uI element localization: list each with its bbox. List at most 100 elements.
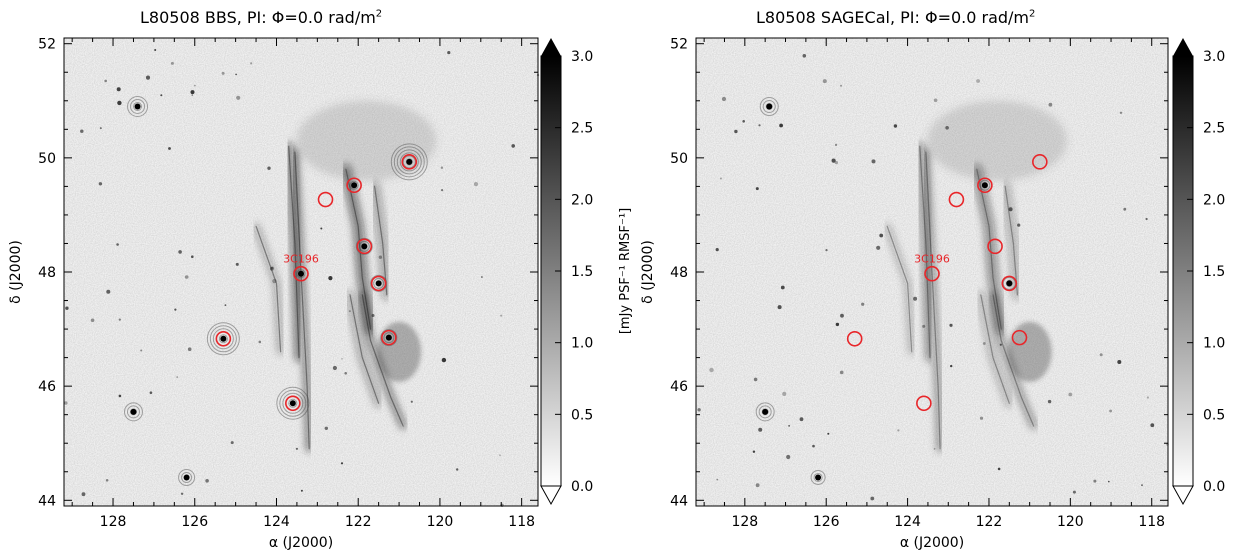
speckle-source [719,177,722,180]
y-tick-label: 44 [670,493,688,509]
source-marker-circle [401,154,418,170]
speckle-source [840,313,844,318]
emission-filament [349,294,380,404]
y-axis-label: δ (J2000) [8,240,24,304]
speckle-source [734,129,738,134]
source-ring [349,180,359,190]
x-tick-label: 126 [181,514,208,530]
speckle-source [812,444,815,448]
x-tick-label: 128 [731,514,758,530]
y-tick-label: 46 [38,379,56,395]
y-tick-label: 50 [38,151,56,167]
x-tick-label: 118 [1138,514,1165,530]
speckle-source [154,49,157,51]
speckle-source [876,245,881,250]
source-marker-circle [924,265,940,282]
speckle-source [999,343,1002,346]
speckle-source [295,447,298,450]
speckle-source [441,357,447,363]
source-ring [979,179,991,191]
colorbar-tick-label: 2.0 [571,192,593,208]
speckle-source [799,417,804,422]
speckle-source [1123,207,1127,211]
x-tick-label: 122 [345,514,372,530]
speckle-source [835,322,840,327]
x-axis-label: α (J2000) [269,535,333,551]
speckle-source [267,166,271,170]
x-tick-label: 118 [508,514,535,530]
source-ring [127,95,149,117]
source-ring [123,402,143,422]
speckle-source [473,182,479,187]
emission-streak [1000,181,1023,300]
source-marker-circle [346,177,362,194]
speckle-source [118,318,121,321]
speckle-source [176,376,178,378]
x-tick-label: 124 [894,514,921,530]
emission-filament [374,185,388,296]
speckle-source [328,276,333,281]
speckle-source [1119,111,1123,115]
source-marker-circle [987,238,1003,255]
bright-source [766,103,773,110]
emission-filament [980,294,1010,404]
speckle-source [779,123,783,128]
speckle-source [950,364,953,368]
source-ring [288,398,298,408]
speckle-source [879,233,884,238]
source-ring [383,332,395,344]
bright-source [134,103,141,110]
speckle-source [697,408,701,412]
diffuse-cloud [927,100,1068,181]
source-ring [399,152,419,172]
speckle-source [410,400,413,403]
panel-sagecal: 3C196 128 126 124 122 120 118 44 46 48 50 52 α (J200… [640,37,1251,551]
colorbar-tick-label: 0.0 [1203,479,1225,495]
speckle-source [269,266,274,271]
speckle-source [178,250,182,254]
emission-filament [1004,185,1018,296]
colorbar-tick-label: 3.0 [571,49,593,65]
speckle-source [324,426,328,430]
source-marker-circle [916,395,932,412]
source-marker-circle [381,329,397,346]
speckle-source [116,243,119,246]
source-ring [390,143,428,181]
source-ring [758,405,772,419]
x-axis-label: α (J2000) [900,535,964,551]
bright-source [289,400,296,407]
source-ring [276,386,310,420]
source-ring [212,328,234,350]
y-tick-label: 52 [38,37,56,53]
emission-streak [369,181,392,300]
panel-bbs: 3C196 128 126 124 122 120 118 44 46 48 50 52 α (J200… [8,37,633,551]
speckle-source [752,450,756,453]
emission-streak [346,290,383,408]
source-ring [402,155,416,169]
speckle-source [235,262,239,266]
speckle-source [922,324,926,328]
source-marker-circle [285,395,301,412]
speckle-source [235,73,237,76]
source-ring [126,405,140,419]
colorbar-label: [mJy PSF⁻¹ RMSF⁻¹] [618,208,633,334]
y-tick-label: 48 [670,265,688,281]
y-tick-label: 44 [38,493,56,509]
speckle-source [340,462,344,465]
speckle-source [64,401,68,405]
speckle-source [827,432,830,435]
speckle-source [187,347,192,352]
emission-streak [253,223,284,355]
speckle-source [1047,399,1052,404]
bright-source [406,158,413,165]
panel-title-bbs: L80508 BBS, PI: Φ=0.0 rad/m2 [140,8,383,27]
source-marker-circle [977,177,993,194]
source-ring [810,469,826,485]
speckle-source [118,394,122,398]
source-ring [393,146,425,178]
speckle-source [65,306,69,310]
source-ring [396,149,422,175]
source-marker-circle [215,330,232,347]
source-marker-circle [317,191,334,208]
speckle-source [511,144,515,148]
